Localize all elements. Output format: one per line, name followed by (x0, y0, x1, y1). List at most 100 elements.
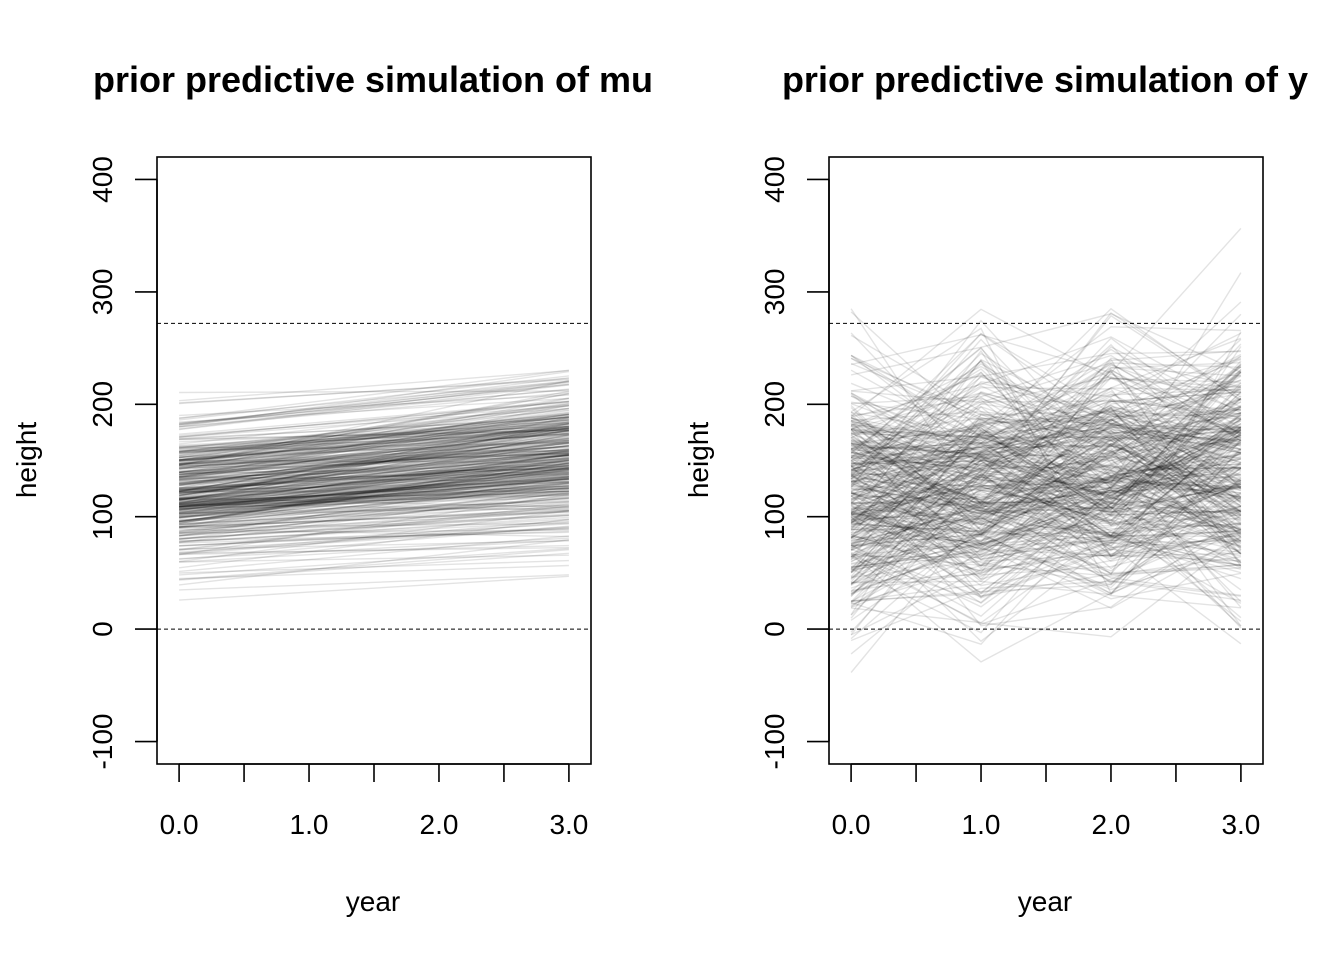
simulated-line (179, 481, 569, 504)
simulated-line (179, 539, 569, 563)
simulated-line (179, 493, 569, 504)
simulated-line (179, 392, 569, 428)
simulated-line (178, 415, 570, 476)
simulated-line (850, 534, 1242, 591)
simulated-line (179, 482, 569, 522)
simulated-line (850, 489, 1241, 557)
simulated-line (179, 504, 569, 517)
simulated-line (850, 516, 1242, 643)
simulated-line (179, 454, 569, 506)
simulated-line (179, 492, 569, 510)
simulated-line (179, 472, 569, 519)
simulated-line (179, 521, 569, 556)
simulated-line (179, 427, 569, 462)
simulated-line (850, 447, 1242, 595)
simulated-line (179, 490, 569, 510)
simulated-line (179, 488, 569, 508)
simulated-line (179, 445, 569, 490)
simulated-line (851, 433, 1242, 501)
simulated-line (850, 432, 1241, 489)
simulated-line (179, 508, 569, 530)
simulated-line (850, 369, 1241, 526)
simulated-line (850, 362, 1242, 447)
simulated-line (850, 506, 1242, 572)
simulated-line (850, 404, 1242, 490)
simulated-line (850, 332, 1242, 498)
simulated-line (178, 434, 570, 502)
simulated-line (850, 504, 1241, 597)
simulated-line (851, 406, 1242, 472)
simulated-line (850, 333, 1242, 459)
simulated-line (179, 467, 569, 485)
simulated-line (179, 470, 569, 511)
simulated-line (850, 359, 1242, 559)
simulated-line (179, 496, 569, 509)
simulated-line (850, 502, 1242, 617)
simulated-line (850, 467, 1242, 526)
simulated-line (179, 401, 569, 438)
simulated-line (179, 417, 569, 474)
simulated-line (179, 514, 569, 535)
simulated-line (850, 509, 1242, 560)
simulated-line (850, 439, 1242, 536)
simulated-line (179, 454, 569, 493)
simulated-line (851, 452, 1242, 542)
simulated-line (178, 434, 570, 502)
simulated-line (179, 473, 569, 511)
simulated-line (851, 371, 1242, 479)
simulated-line (850, 363, 1242, 470)
simulated-line (179, 416, 569, 440)
simulated-line (179, 425, 569, 463)
simulated-line (850, 464, 1242, 627)
simulated-line (179, 437, 569, 473)
simulated-line (851, 462, 1242, 544)
simulated-line (850, 454, 1242, 549)
simulated-line (179, 383, 569, 426)
simulated-line (850, 428, 1241, 599)
simulated-line (179, 466, 569, 508)
simulated-line (179, 484, 569, 518)
x-axis: 0.0 1.0 2.0 3.0 (832, 763, 1260, 840)
simulated-lines (178, 369, 570, 601)
simulated-line (850, 363, 1242, 511)
simulated-line (179, 450, 569, 474)
simulated-line (850, 520, 1242, 574)
simulated-line (850, 418, 1242, 567)
simulated-line (179, 459, 569, 512)
simulated-line (178, 422, 570, 493)
simulated-line (179, 440, 569, 466)
simulated-line (851, 529, 1242, 624)
simulated-line (850, 369, 1242, 539)
simulated-line (179, 510, 569, 563)
y-tick-label: 200 (87, 381, 118, 428)
simulated-line (850, 484, 1241, 634)
simulated-line (850, 429, 1242, 583)
simulated-line (179, 474, 569, 501)
simulated-line (178, 425, 570, 493)
simulated-line (850, 428, 1242, 595)
simulated-line (851, 354, 1242, 442)
simulated-line (851, 528, 1242, 600)
simulated-line (179, 482, 569, 508)
simulated-line (850, 414, 1242, 500)
simulated-line (179, 400, 569, 435)
simulated-line (850, 387, 1241, 446)
simulated-line (179, 574, 569, 591)
simulated-line (179, 516, 569, 544)
simulated-line (850, 410, 1241, 525)
simulated-line (179, 575, 569, 601)
simulated-line (179, 486, 569, 532)
simulated-line (850, 357, 1242, 416)
simulated-line (179, 407, 569, 438)
simulated-line (179, 476, 569, 518)
simulated-line (850, 431, 1242, 487)
simulated-line (850, 426, 1242, 473)
simulated-line (179, 489, 569, 514)
simulated-line (850, 427, 1242, 619)
simulated-line (178, 427, 570, 492)
simulated-line (850, 392, 1242, 463)
simulated-line (851, 517, 1242, 580)
y-axis-label: height (11, 422, 42, 499)
simulated-line (179, 544, 569, 556)
simulated-line (179, 429, 569, 479)
